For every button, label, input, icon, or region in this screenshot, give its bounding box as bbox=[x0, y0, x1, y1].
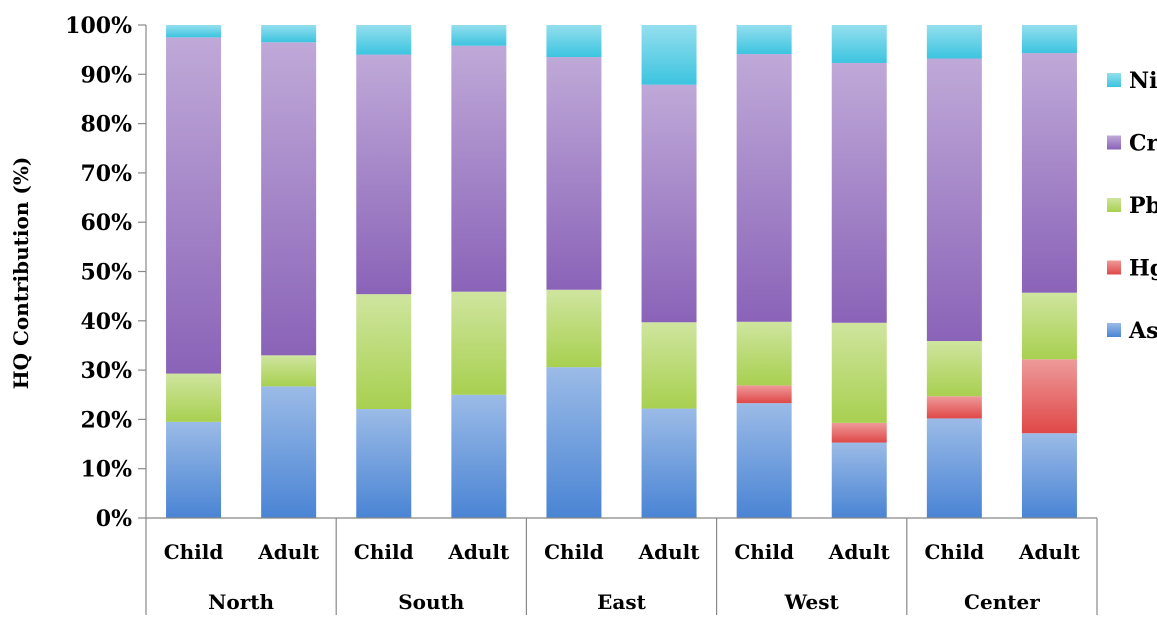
legend-label-cr: Cr bbox=[1129, 131, 1157, 157]
bars bbox=[166, 25, 1077, 518]
bar-segment-pb bbox=[261, 355, 317, 387]
y-tick-label: 20% bbox=[80, 407, 132, 433]
y-tick-label: 60% bbox=[80, 210, 132, 236]
bar-segment-cr bbox=[261, 42, 317, 356]
bar-segment-ni bbox=[831, 25, 887, 63]
bar-segment-as bbox=[1021, 433, 1077, 518]
y-tick-label: 10% bbox=[80, 457, 132, 483]
bar-segment-as bbox=[641, 408, 697, 518]
bar-segment-pb bbox=[641, 322, 697, 409]
x-subcategory-label: Adult bbox=[257, 540, 320, 564]
y-tick-label: 90% bbox=[80, 62, 132, 88]
x-subcategory-label: Child bbox=[734, 540, 794, 564]
bar-segment-pb bbox=[736, 321, 792, 386]
x-group-label: North bbox=[208, 590, 274, 614]
x-group-label: South bbox=[398, 590, 465, 614]
bar-segment-ni bbox=[736, 25, 792, 55]
bar-segment-as bbox=[831, 442, 887, 518]
bar-segment-cr bbox=[831, 62, 887, 323]
bar-segment-cr bbox=[641, 84, 697, 323]
bar-segment-cr bbox=[736, 54, 792, 322]
bar-segment-ni bbox=[451, 25, 507, 46]
bar-segment-as bbox=[926, 418, 982, 518]
legend-label-hg: Hg bbox=[1129, 256, 1157, 282]
bar-segment-pb bbox=[451, 291, 507, 395]
bar-segment-cr bbox=[546, 57, 602, 290]
legend-label-pb: Pb bbox=[1129, 193, 1157, 219]
x-subcategory-label: Child bbox=[544, 540, 604, 564]
legend-swatch-as bbox=[1107, 323, 1121, 337]
bar-segment-cr bbox=[1021, 53, 1077, 293]
legend-swatch-pb bbox=[1107, 198, 1121, 212]
bar-segment-hg bbox=[831, 422, 887, 443]
bar-segment-pb bbox=[546, 289, 602, 368]
x-group-label: East bbox=[597, 590, 646, 614]
x-group-label: Center bbox=[964, 590, 1040, 614]
bar-segment-ni bbox=[356, 25, 412, 55]
legend-label-as: As bbox=[1128, 318, 1157, 344]
x-subcategory-label: Adult bbox=[638, 540, 701, 564]
bar-segment-ni bbox=[261, 25, 317, 43]
x-group-label: West bbox=[784, 590, 840, 614]
bar-segment-pb bbox=[926, 341, 982, 397]
bar-segment-hg bbox=[1021, 359, 1077, 434]
bar-segment-hg bbox=[736, 385, 792, 404]
legend-label-ni: Ni bbox=[1129, 68, 1157, 94]
bar-segment-as bbox=[166, 421, 222, 518]
y-tick-label: 50% bbox=[80, 260, 132, 286]
bar-segment-ni bbox=[166, 25, 222, 38]
bar-segment-cr bbox=[166, 37, 222, 374]
bar-segment-as bbox=[261, 386, 317, 518]
y-tick-label: 80% bbox=[80, 112, 132, 138]
y-axis: 0% 10% 20% 30% 40% 50% 60% 70% 80% 90% 100% bbox=[65, 13, 147, 532]
y-tick-label: 40% bbox=[80, 309, 132, 335]
x-subcategory-label: Adult bbox=[447, 540, 510, 564]
legend-swatch-hg bbox=[1107, 260, 1121, 275]
bar-segment-ni bbox=[1021, 25, 1077, 54]
y-axis-label: HQ Contribution (%) bbox=[9, 157, 33, 390]
x-subcategory-label: Child bbox=[164, 540, 224, 564]
y-tick-label: 0% bbox=[96, 506, 132, 532]
bar-segment-pb bbox=[166, 373, 222, 422]
bar-segment-as bbox=[546, 367, 602, 518]
bar-segment-cr bbox=[356, 54, 412, 295]
bar-segment-hg bbox=[926, 396, 982, 419]
bar-segment-pb bbox=[831, 322, 887, 423]
legend-swatch-cr bbox=[1107, 135, 1121, 150]
y-tick-label: 70% bbox=[80, 161, 132, 187]
bar-segment-as bbox=[736, 403, 792, 518]
y-tick-label: 100% bbox=[65, 13, 132, 39]
bar-segment-pb bbox=[356, 294, 412, 410]
legend-swatch-ni bbox=[1107, 73, 1121, 87]
x-subcategory-label: Child bbox=[925, 540, 985, 564]
y-tick-label: 30% bbox=[80, 358, 132, 384]
bar-segment-pb bbox=[1021, 292, 1077, 360]
x-subcategory-label: Child bbox=[354, 540, 414, 564]
bar-segment-ni bbox=[926, 25, 982, 59]
bar-segment-as bbox=[356, 409, 412, 518]
x-subcategory-label: Adult bbox=[828, 540, 891, 564]
bar-segment-cr bbox=[926, 58, 982, 342]
bar-segment-ni bbox=[641, 25, 697, 85]
bar-segment-cr bbox=[451, 45, 507, 292]
x-axis: Child Adult Child Adult Child Adult Child Adult… bbox=[145, 517, 1098, 615]
bar-segment-as bbox=[451, 394, 507, 518]
bar-segment-ni bbox=[546, 25, 602, 58]
x-subcategory-label: Adult bbox=[1018, 540, 1081, 564]
legend: Ni Cr Pb Hg As bbox=[1107, 68, 1157, 344]
